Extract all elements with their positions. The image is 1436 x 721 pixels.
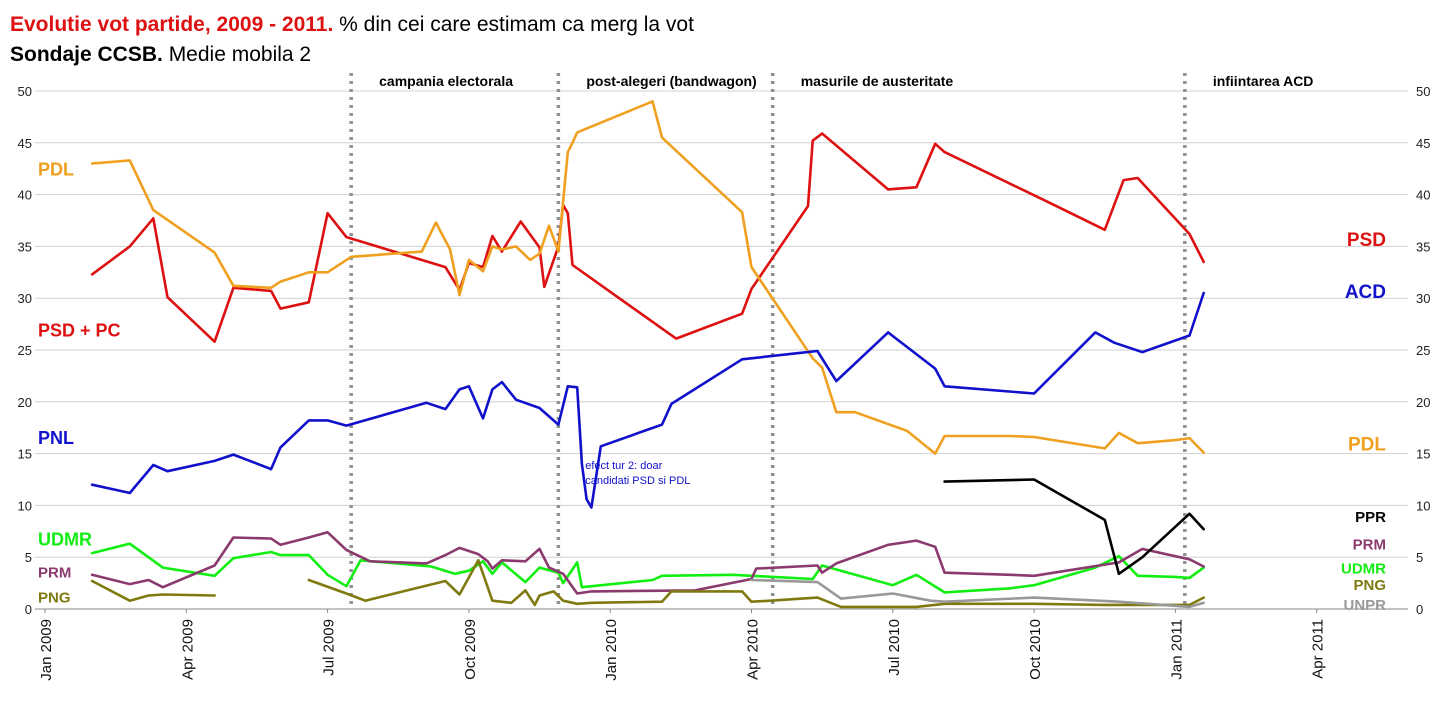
- x-tick-label: Jul 2010: [886, 619, 903, 676]
- chart-subtitle: Sondaje CCSB. Medie mobila 2: [10, 40, 694, 70]
- left-series-label: PSD + PC: [38, 320, 121, 340]
- series-line-prm: [90, 530, 1205, 595]
- y-tick-right: 50: [1416, 84, 1430, 99]
- x-tick-label: Apr 2009: [179, 619, 196, 680]
- x-tick-label: Oct 2009: [462, 619, 479, 680]
- event-label: campania electorala: [379, 73, 513, 89]
- y-tick-left: 30: [18, 291, 32, 306]
- left-series-label: PNL: [38, 428, 74, 448]
- chart-title-bold: Evolutie vot partide, 2009 - 2011.: [10, 13, 334, 36]
- y-tick-right: 0: [1416, 602, 1423, 617]
- right-series-label: PNG: [1353, 577, 1386, 594]
- series-line-psd: [90, 132, 1205, 344]
- y-tick-right: 5: [1416, 550, 1423, 565]
- series-lines: [90, 100, 1205, 609]
- chart-title-block: Evolutie vot partide, 2009 - 2011. % din…: [10, 10, 694, 70]
- x-tick-label: Jan 2010: [603, 619, 620, 681]
- y-tick-left: 20: [18, 395, 32, 410]
- series-line-ppr: [943, 478, 1205, 576]
- right-series-label: PRM: [1353, 537, 1386, 554]
- left-series-label: UDMR: [38, 530, 92, 550]
- series-line-png: [307, 558, 1205, 609]
- y-tick-right: 30: [1416, 291, 1430, 306]
- event-markers: campania electorala post-alegeri (bandwag…: [349, 73, 1314, 609]
- y-tick-right: 20: [1416, 395, 1430, 410]
- right-series-label: PPR: [1355, 509, 1386, 526]
- gridlines: [35, 90, 1408, 610]
- chart-title: Evolutie vot partide, 2009 - 2011. % din…: [10, 10, 694, 40]
- chart-subtitle-bold: Sondaje CCSB.: [10, 43, 163, 66]
- event-label: masurile de austeritate: [801, 73, 954, 89]
- series-labels: efect tur 2: doar candidati PSD si PDL PDL…: [38, 160, 1386, 614]
- y-tick-left: 40: [18, 188, 32, 203]
- y-tick-left: 45: [18, 136, 32, 151]
- annotation-text: candidati PSD si PDL: [585, 475, 690, 487]
- left-series-label: PDL: [38, 160, 74, 180]
- event-label: infiintarea ACD: [1213, 73, 1314, 89]
- right-series-label: UDMR: [1341, 561, 1386, 578]
- x-tick-label: Jan 2011: [1168, 619, 1185, 680]
- chart-title-rest: % din cei care estimam ca merg la vot: [333, 13, 694, 36]
- y-tick-right: 10: [1416, 498, 1430, 513]
- left-series-label: PRM: [38, 565, 71, 582]
- y-tick-left: 35: [18, 239, 32, 254]
- y-tick-right: 45: [1416, 136, 1430, 151]
- y-tick-left: 15: [18, 447, 32, 462]
- x-tick-label: Jul 2009: [321, 619, 338, 676]
- series-line-png: [90, 579, 216, 603]
- chart-subtitle-rest: Medie mobila 2: [162, 43, 312, 66]
- right-series-label: PSD: [1347, 230, 1386, 251]
- x-tick-label: Apr 2010: [745, 619, 762, 680]
- right-series-label: PDL: [1348, 434, 1386, 455]
- y-tick-right: 35: [1416, 239, 1430, 254]
- y-tick-right: 25: [1416, 343, 1430, 358]
- series-line-udmr: [90, 542, 1205, 594]
- axes: 0 0 5 5 10 10 15 15 20 20 25 25 30 30 35 35 40 40 45 45 50 50…: [18, 84, 1431, 681]
- y-tick-left: 50: [18, 84, 32, 99]
- left-series-label: PNG: [38, 590, 71, 607]
- series-line-pnl_acd: [90, 291, 1205, 509]
- y-tick-right: 40: [1416, 188, 1430, 203]
- right-series-label: UNPR: [1343, 597, 1386, 614]
- x-tick-label: Oct 2010: [1027, 619, 1044, 680]
- y-tick-left: 25: [18, 343, 32, 358]
- right-series-label: ACD: [1345, 282, 1386, 303]
- event-label: post-alegeri (bandwagon): [586, 73, 756, 89]
- y-tick-left: 5: [25, 550, 32, 565]
- y-tick-left: 10: [18, 498, 32, 513]
- series-line-pdl: [90, 100, 1205, 455]
- y-tick-right: 15: [1416, 447, 1430, 462]
- x-tick-label: Jan 2009: [38, 619, 55, 681]
- annotation-text: efect tur 2: doar: [585, 460, 662, 472]
- y-tick-left: 0: [25, 602, 32, 617]
- series-line-unpr: [750, 578, 1205, 609]
- x-tick-label: Apr 2011: [1310, 619, 1327, 679]
